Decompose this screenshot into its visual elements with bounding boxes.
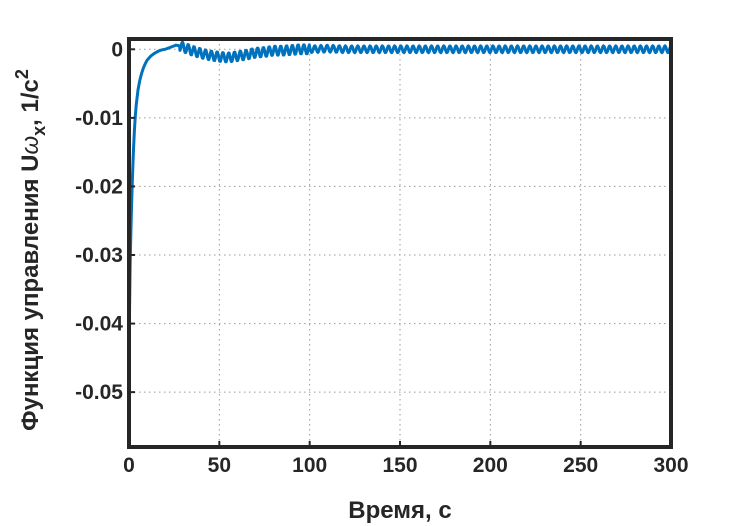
y-axis-label-omega: ω [17, 136, 44, 155]
grid-lines [129, 39, 671, 447]
x-tick-label: 200 [473, 454, 508, 477]
y-tick-label: -0.05 [75, 381, 123, 404]
x-axis-ticks: 0 50 100 150 200 250 300 [123, 441, 689, 477]
y-axis-ticks: 0 -0.01 -0.02 -0.03 -0.04 -0.05 [75, 38, 135, 404]
y-tick-label: 0 [111, 38, 123, 61]
y-tick-label: -0.01 [75, 107, 123, 130]
x-axis-label: Время, с [348, 497, 451, 524]
y-axis-label-main: Функция управления U [17, 155, 44, 431]
x-tick-label: 250 [563, 454, 598, 477]
series-line [127, 40, 673, 353]
y-axis-label-subscript: x [29, 126, 49, 136]
y-axis-label: Функция управления Uωx, 1/c2 [12, 69, 49, 431]
x-tick-label: 50 [208, 454, 231, 477]
y-axis-label-unit: , 1/c [17, 79, 44, 126]
x-tick-label: 150 [382, 454, 417, 477]
y-axis-label-superscript: 2 [12, 69, 32, 79]
x-tick-label: 300 [653, 454, 688, 477]
x-tick-label: 100 [292, 454, 327, 477]
y-tick-label: -0.04 [75, 313, 123, 336]
y-tick-label: -0.02 [75, 175, 123, 198]
y-tick-label: -0.03 [75, 244, 123, 267]
plot-area [127, 40, 673, 353]
x-tick-label: 0 [123, 454, 135, 477]
